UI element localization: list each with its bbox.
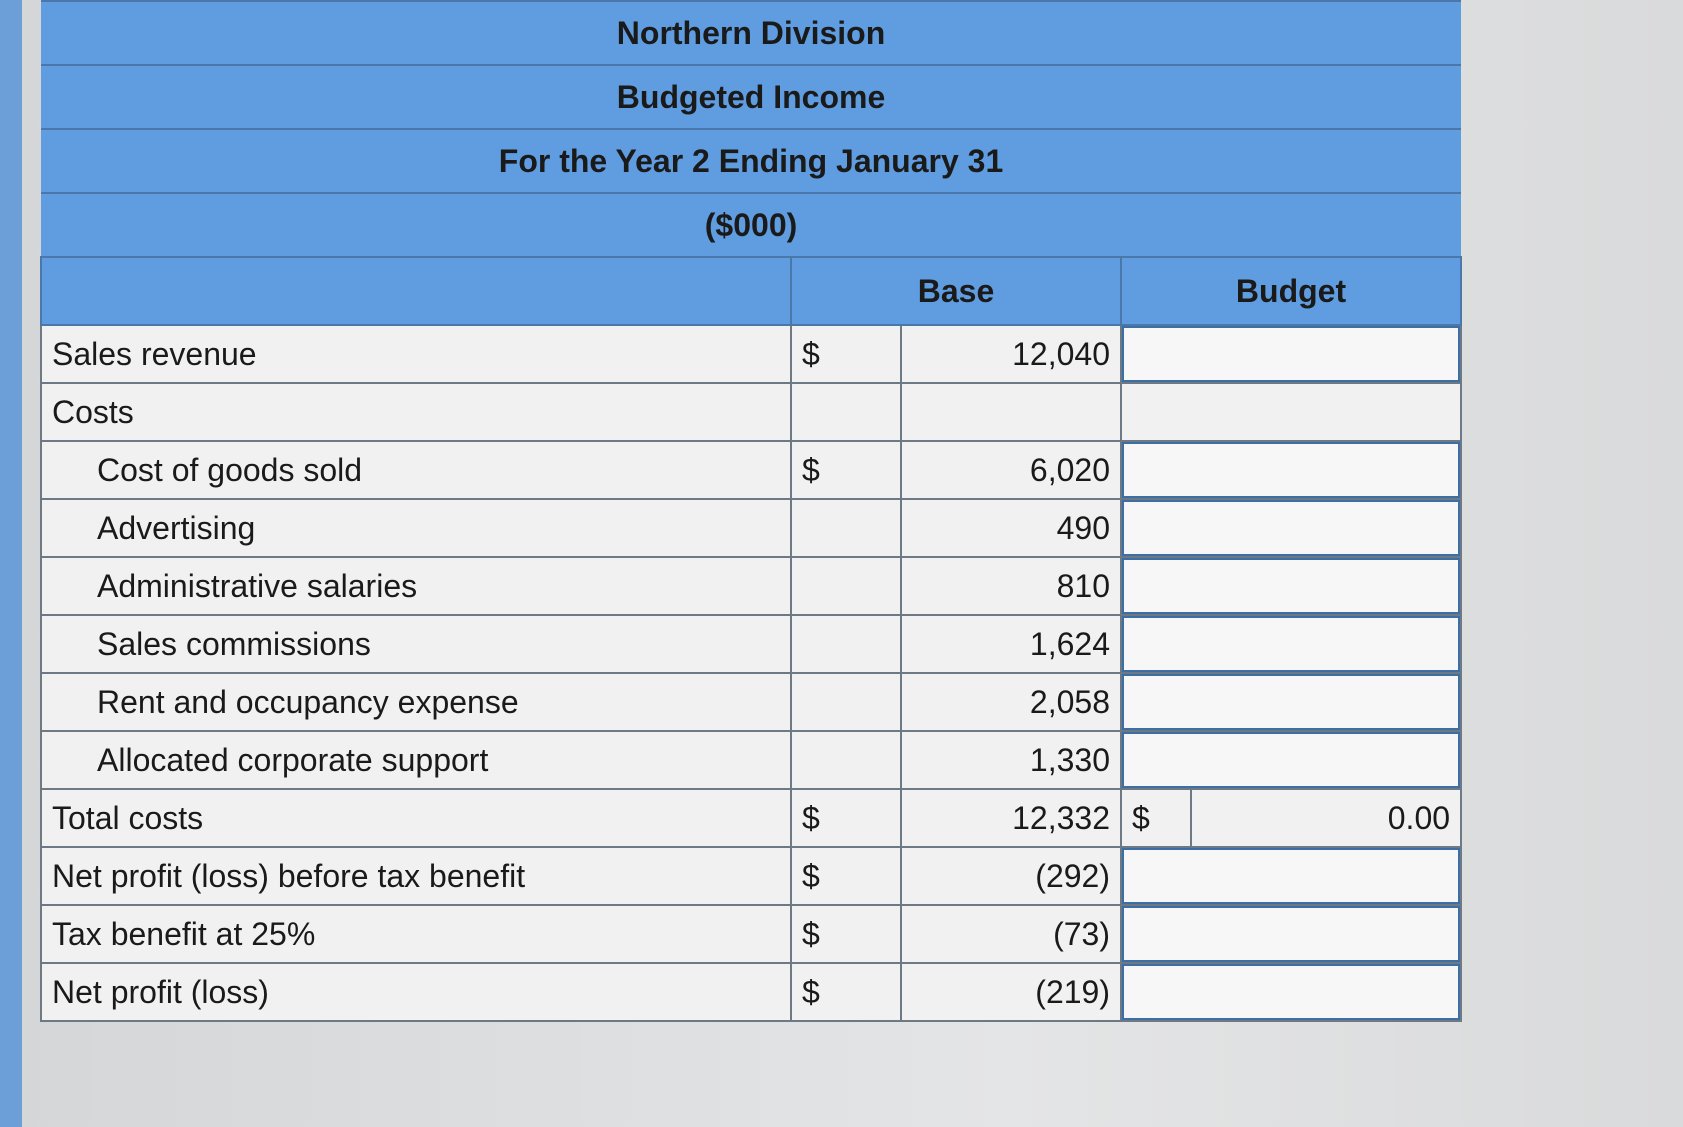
base-value: 1,330: [900, 730, 1122, 790]
currency: [790, 382, 902, 442]
budget-input[interactable]: [1119, 440, 1463, 500]
budget-table: Northern Division Budgeted Income For th…: [40, 0, 1463, 1022]
row-label: Allocated corporate support: [40, 730, 792, 790]
row-label: Tax benefit at 25%: [40, 904, 792, 964]
currency: $: [790, 440, 902, 500]
title-row: Northern Division: [41, 0, 1462, 66]
budget-input[interactable]: [1119, 846, 1463, 906]
base-value: 6,020: [900, 440, 1122, 500]
table-body: Northern Division Budgeted Income For th…: [40, 0, 1463, 1022]
base-value: 490: [900, 498, 1122, 558]
column-header-row: Base Budget: [40, 256, 1463, 326]
budget-input[interactable]: [1119, 324, 1463, 384]
budget-input[interactable]: [1119, 614, 1463, 674]
worksheet: Northern Division Budgeted Income For th…: [40, 0, 1463, 1022]
title-row: Budgeted Income: [41, 64, 1462, 130]
table-row: Administrative salaries 810: [40, 556, 1463, 616]
table-row: Sales commissions 1,624: [40, 614, 1463, 674]
table-row: Net profit (loss) before tax benefit $ (29…: [40, 846, 1463, 906]
table-row: Cost of goods sold $6,020: [40, 440, 1463, 500]
currency: [790, 498, 902, 558]
row-label: Net profit (loss): [40, 962, 792, 1022]
budget-input[interactable]: [1119, 962, 1463, 1022]
currency: [790, 730, 902, 790]
currency: $: [790, 788, 902, 848]
row-label: Sales revenue: [40, 324, 792, 384]
base-value: (73): [900, 904, 1122, 964]
currency: [790, 614, 902, 674]
budget-input[interactable]: [1119, 904, 1463, 964]
currency: [790, 672, 902, 732]
table-row: Allocated corporate support 1,330: [40, 730, 1463, 790]
base-value: (219): [900, 962, 1122, 1022]
row-label: Net profit (loss) before tax benefit: [40, 846, 792, 906]
budget-input[interactable]: [1119, 730, 1463, 790]
currency: [790, 556, 902, 616]
currency: $: [790, 324, 902, 384]
title: Budgeted Income: [41, 64, 1462, 130]
row-label: Advertising: [40, 498, 792, 558]
title-row: For the Year 2 Ending January 31: [41, 128, 1462, 194]
budget-input[interactable]: [1119, 556, 1463, 616]
column-header: Base: [790, 256, 1122, 326]
base-value: 12,332: [900, 788, 1122, 848]
table-row: Net profit (loss) $ (219): [40, 962, 1463, 1022]
base-value: 12,040: [900, 324, 1122, 384]
table-row: Total costs $12,332 $0.00: [40, 788, 1463, 848]
budget-cell: [1119, 382, 1463, 442]
currency: $: [790, 846, 902, 906]
table-row: Sales revenue $12,040: [40, 324, 1463, 384]
row-label: Total costs: [40, 788, 792, 848]
budget-value: 0.00: [1189, 788, 1463, 848]
base-value: [900, 382, 1122, 442]
table-row: Advertising 490: [40, 498, 1463, 558]
currency: $: [790, 904, 902, 964]
budget-input[interactable]: [1119, 498, 1463, 558]
table-row: Rent and occupancy expense 2,058: [40, 672, 1463, 732]
row-label: Administrative salaries: [40, 556, 792, 616]
base-value: 2,058: [900, 672, 1122, 732]
blank-header: [40, 256, 792, 326]
base-value: (292): [900, 846, 1122, 906]
budget-currency: $: [1120, 788, 1192, 848]
title-row: ($000): [41, 192, 1462, 258]
title: ($000): [41, 192, 1462, 258]
row-label: Costs: [40, 382, 792, 442]
row-label: Sales commissions: [40, 614, 792, 674]
budget-input[interactable]: [1119, 672, 1463, 732]
currency: $: [790, 962, 902, 1022]
title: For the Year 2 Ending January 31: [41, 128, 1462, 194]
table-row: Tax benefit at 25% $ (73): [40, 904, 1463, 964]
base-value: 1,624: [900, 614, 1122, 674]
title: Northern Division: [41, 0, 1462, 66]
table-row: Costs: [40, 382, 1463, 442]
window-edge: [0, 0, 22, 1127]
row-label: Cost of goods sold: [40, 440, 792, 500]
row-label: Rent and occupancy expense: [40, 672, 792, 732]
base-value: 810: [900, 556, 1122, 616]
column-header: Budget: [1119, 256, 1463, 326]
